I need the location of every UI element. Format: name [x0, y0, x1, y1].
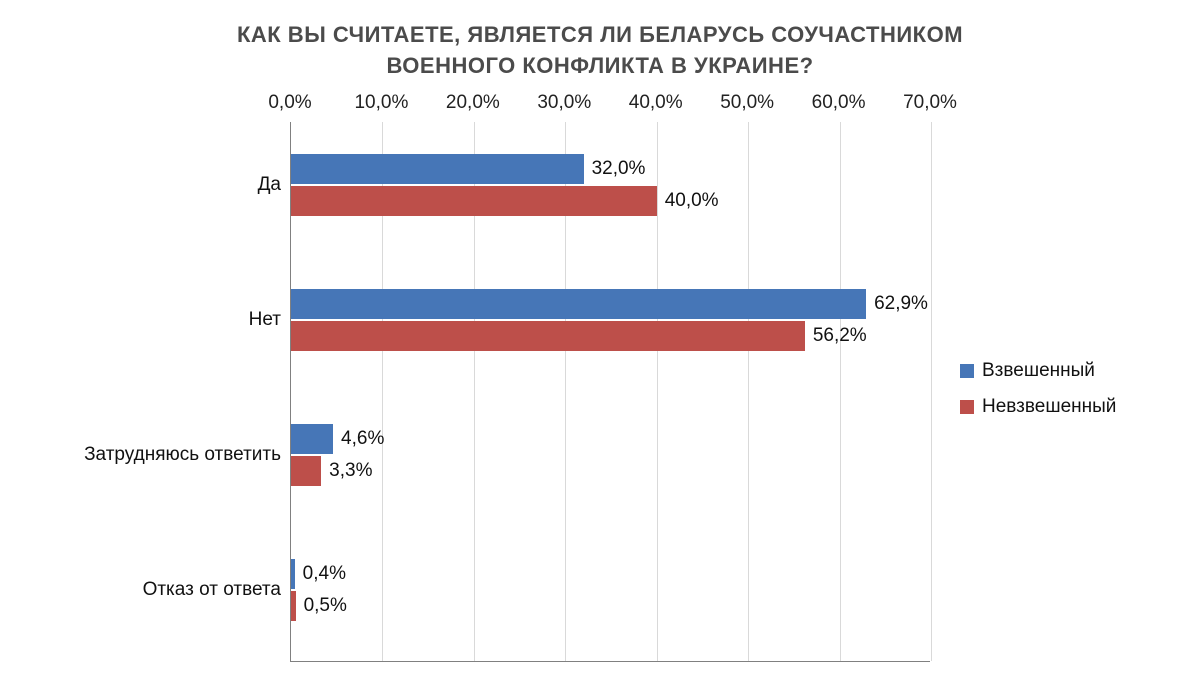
bar-group: Затрудняюсь ответить4,6%3,3%	[291, 424, 930, 486]
x-tick-label: 50,0%	[720, 92, 774, 114]
x-tick-label: 30,0%	[537, 92, 591, 114]
x-tick-label: 0,0%	[268, 92, 311, 114]
x-tick-label: 20,0%	[446, 92, 500, 114]
category-label: Нет	[51, 309, 291, 331]
bar-weighted	[291, 154, 584, 184]
legend-swatch	[960, 364, 974, 378]
bar-group: Нет62,9%56,2%	[291, 289, 930, 351]
gridline	[931, 122, 932, 661]
bar-value-label: 3,3%	[329, 460, 372, 482]
category-label: Отказ от ответа	[51, 579, 291, 601]
x-axis: 0,0%10,0%20,0%30,0%40,0%50,0%60,0%70,0%	[290, 92, 930, 122]
bar-unweighted	[291, 186, 657, 216]
bar-value-label: 56,2%	[813, 325, 867, 347]
bar-value-label: 4,6%	[341, 428, 384, 450]
legend-item: Взвешенный	[960, 360, 1116, 382]
bar-unweighted	[291, 591, 296, 621]
x-tick-label: 70,0%	[903, 92, 957, 114]
category-label: Затрудняюсь ответить	[51, 444, 291, 466]
bar-value-label: 0,4%	[303, 563, 346, 585]
bar-value-label: 0,5%	[304, 595, 347, 617]
legend-swatch	[960, 400, 974, 414]
bar-weighted	[291, 424, 333, 454]
bar-value-label: 40,0%	[665, 190, 719, 212]
chart-title: КАК ВЫ СЧИТАЕТЕ, ЯВЛЯЕТСЯ ЛИ БЕЛАРУСЬ СО…	[210, 20, 990, 82]
x-tick-label: 60,0%	[812, 92, 866, 114]
bar-value-label: 32,0%	[592, 158, 646, 180]
bar-unweighted	[291, 456, 321, 486]
bar-group: Отказ от ответа0,4%0,5%	[291, 559, 930, 621]
x-tick-label: 40,0%	[629, 92, 683, 114]
x-tick-label: 10,0%	[354, 92, 408, 114]
bar-weighted	[291, 289, 866, 319]
legend-label: Взвешенный	[982, 360, 1095, 382]
plot-area: Да32,0%40,0%Нет62,9%56,2%Затрудняюсь отв…	[290, 122, 930, 662]
legend: Взвешенный Невзвешенный	[960, 360, 1116, 432]
category-label: Да	[51, 174, 291, 196]
bar-group: Да32,0%40,0%	[291, 154, 930, 216]
bar-unweighted	[291, 321, 805, 351]
bar-value-label: 62,9%	[874, 293, 928, 315]
legend-label: Невзвешенный	[982, 396, 1116, 418]
legend-item: Невзвешенный	[960, 396, 1116, 418]
bar-weighted	[291, 559, 295, 589]
bar-chart: КАК ВЫ СЧИТАЕТЕ, ЯВЛЯЕТСЯ ЛИ БЕЛАРУСЬ СО…	[40, 20, 1160, 680]
